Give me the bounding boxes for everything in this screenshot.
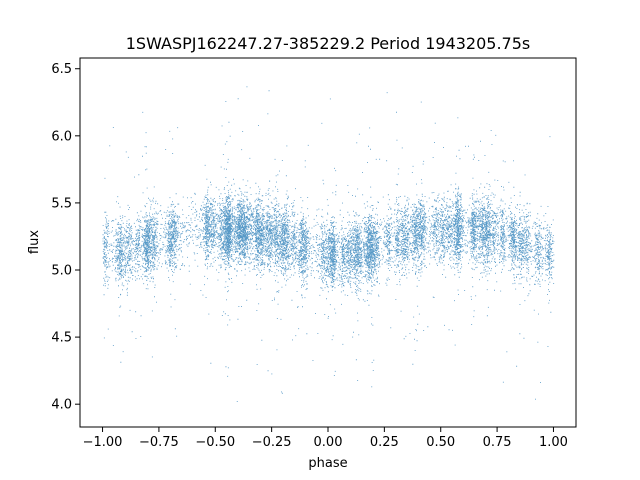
scatter-point-cloud [102,86,555,403]
y-axis-label: flux [27,230,42,254]
x-axis-label: phase [308,456,347,471]
y-axis-ticks: 4.0 4.5 5.0 5.5 6.0 6.5 [51,62,80,413]
x-tick-label: −1.00 [83,435,123,450]
y-tick-label: 4.0 [51,398,72,413]
y-tick-label: 5.5 [51,196,72,211]
x-tick-label: −0.50 [195,435,235,450]
x-tick-label: 0.25 [370,435,399,450]
y-tick-label: 6.0 [51,129,72,144]
x-tick-label: −0.25 [252,435,292,450]
data-points [102,86,555,403]
y-tick-label: 4.5 [51,331,72,346]
chart-title: 1SWASPJ162247.27-385229.2 Period 1943205… [126,34,531,53]
x-tick-label: 1.00 [539,435,568,450]
x-axis-ticks: −1.00 −0.75 −0.50 −0.25 0.00 0.25 0.50 0.75 1.00 [83,427,568,450]
x-tick-label: 0.50 [426,435,455,450]
y-tick-label: 6.5 [51,62,72,77]
y-tick-label: 5.0 [51,264,72,279]
x-tick-label: 0.75 [483,435,512,450]
x-tick-label: −0.75 [139,435,179,450]
x-tick-label: 0.00 [314,435,343,450]
